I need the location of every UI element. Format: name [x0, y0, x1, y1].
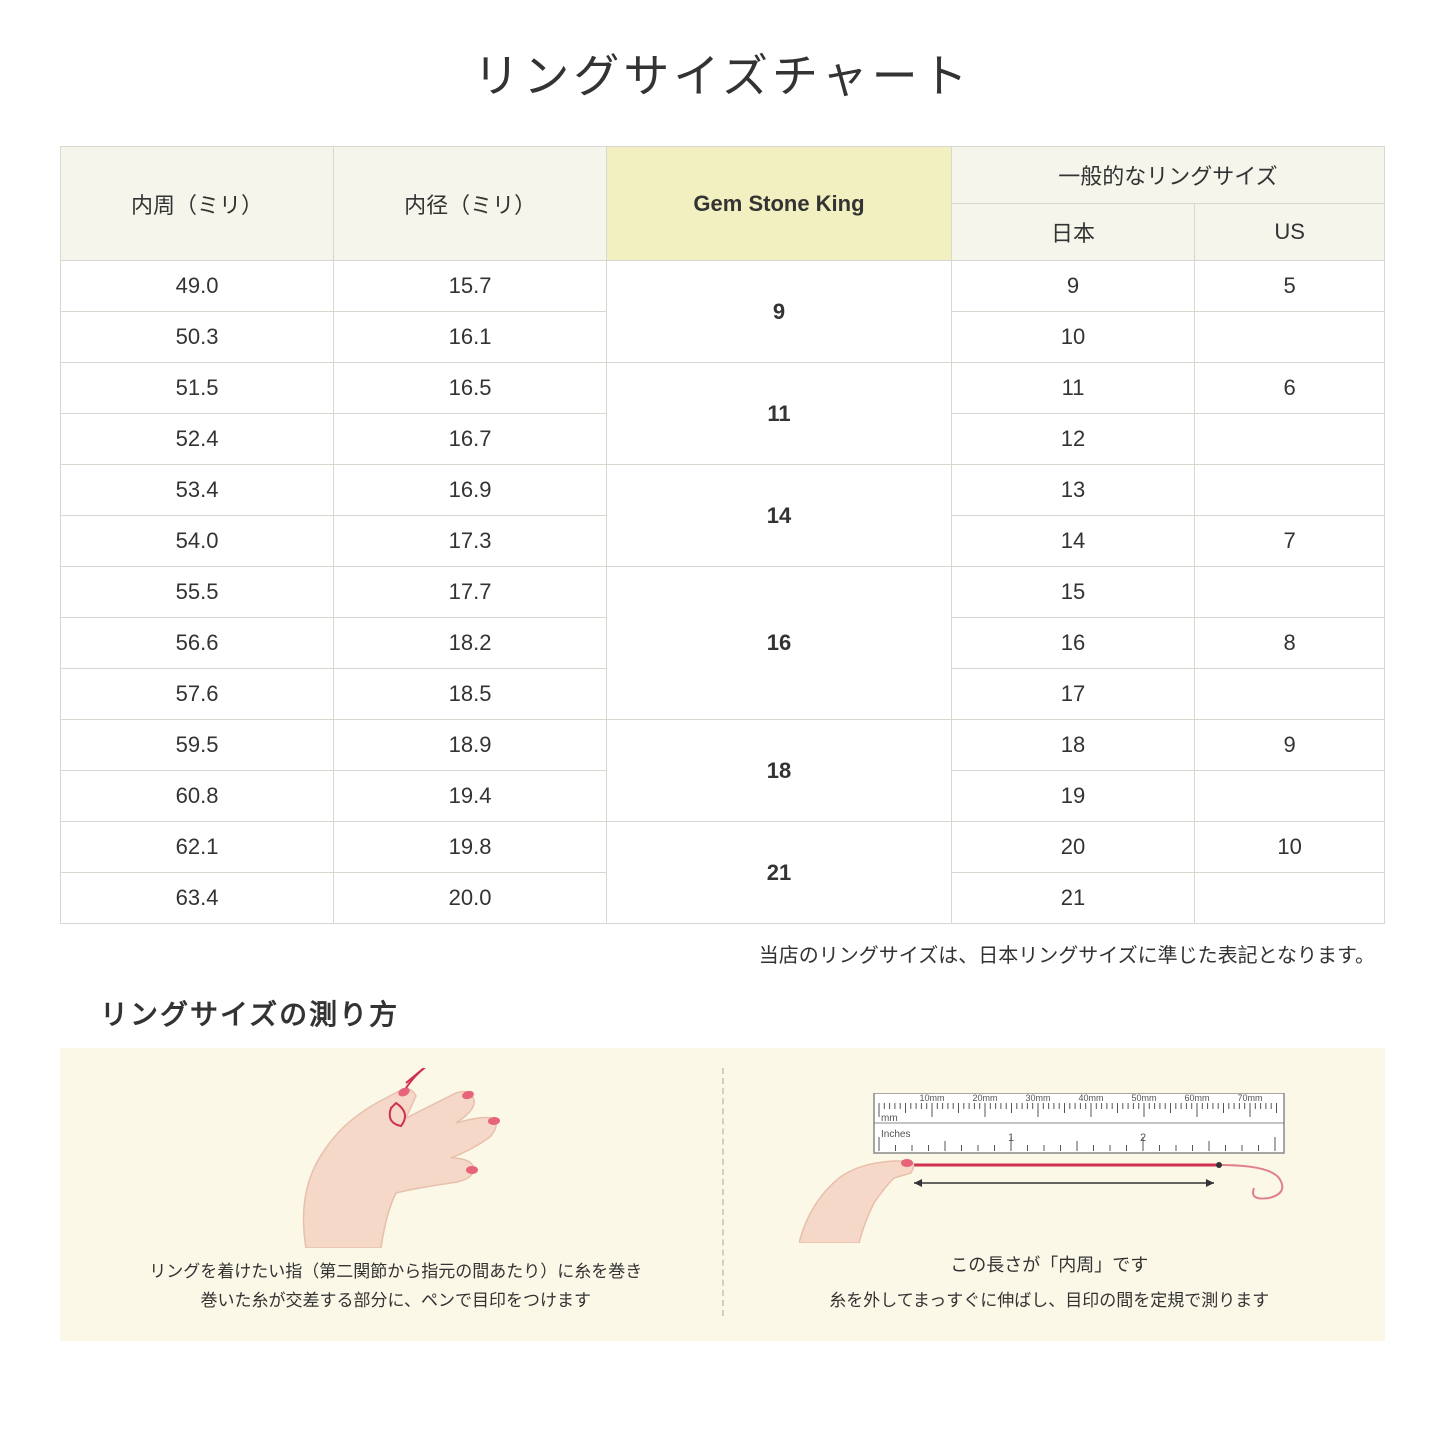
- cell-diameter: 15.7: [334, 261, 607, 312]
- cell-diameter: 19.8: [334, 822, 607, 873]
- cell-diameter: 17.3: [334, 516, 607, 567]
- cell-gsk: 16: [607, 567, 952, 720]
- header-japan: 日本: [951, 204, 1194, 261]
- table-row: 49.015.7995: [61, 261, 1385, 312]
- cell-diameter: 17.7: [334, 567, 607, 618]
- cell-gsk: 14: [607, 465, 952, 567]
- cell-japan: 13: [951, 465, 1194, 516]
- table-row: 55.517.71615: [61, 567, 1385, 618]
- howto-divider: [722, 1068, 724, 1316]
- svg-text:30mm: 30mm: [1026, 1093, 1051, 1103]
- cell-circumference: 55.5: [61, 567, 334, 618]
- header-us: US: [1195, 204, 1385, 261]
- cell-circumference: 54.0: [61, 516, 334, 567]
- cell-us: [1195, 873, 1385, 924]
- howto-caption-1: リングを着けたい指（第二関節から指元の間あたり）に糸を巻き 巻いた糸が交差する部…: [149, 1258, 642, 1316]
- cell-japan: 12: [951, 414, 1194, 465]
- cell-circumference: 56.6: [61, 618, 334, 669]
- cell-japan: 19: [951, 771, 1194, 822]
- cell-japan: 20: [951, 822, 1194, 873]
- howto-step-2: 10mm 20mm 30mm 40mm 50mm 60mm 70mm 1 2 mm Inches…: [744, 1068, 1356, 1316]
- svg-text:1: 1: [1008, 1132, 1014, 1144]
- cell-gsk: 18: [607, 720, 952, 822]
- cell-us: [1195, 567, 1385, 618]
- cell-us: [1195, 312, 1385, 363]
- cell-circumference: 62.1: [61, 822, 334, 873]
- howto-caption-2: 糸を外してまっすぐに伸ばし、目印の間を定規で測ります: [829, 1287, 1269, 1316]
- cell-japan: 18: [951, 720, 1194, 771]
- cell-diameter: 16.7: [334, 414, 607, 465]
- cell-us: 5: [1195, 261, 1385, 312]
- ruler-illustration: 10mm 20mm 30mm 40mm 50mm 60mm 70mm 1 2 mm Inches: [799, 1093, 1299, 1243]
- cell-diameter: 18.5: [334, 669, 607, 720]
- cell-us: [1195, 414, 1385, 465]
- cell-us: [1195, 465, 1385, 516]
- cell-circumference: 53.4: [61, 465, 334, 516]
- cell-gsk: 21: [607, 822, 952, 924]
- cell-diameter: 18.2: [334, 618, 607, 669]
- svg-text:50mm: 50mm: [1132, 1093, 1157, 1103]
- howto-panel: リングを着けたい指（第二関節から指元の間あたり）に糸を巻き 巻いた糸が交差する部…: [60, 1048, 1385, 1341]
- cell-japan: 17: [951, 669, 1194, 720]
- cell-japan: 15: [951, 567, 1194, 618]
- cell-japan: 10: [951, 312, 1194, 363]
- cell-diameter: 16.5: [334, 363, 607, 414]
- svg-text:2: 2: [1140, 1132, 1146, 1144]
- svg-text:20mm: 20mm: [973, 1093, 998, 1103]
- cell-circumference: 52.4: [61, 414, 334, 465]
- header-circumference: 内周（ミリ）: [61, 147, 334, 261]
- cell-circumference: 59.5: [61, 720, 334, 771]
- cell-circumference: 49.0: [61, 261, 334, 312]
- cell-us: 9: [1195, 720, 1385, 771]
- table-row: 53.416.91413: [61, 465, 1385, 516]
- cell-circumference: 63.4: [61, 873, 334, 924]
- footnote: 当店のリングサイズは、日本リングサイズに準じた表記となります。: [60, 939, 1385, 968]
- table-row: 59.518.918189: [61, 720, 1385, 771]
- cell-gsk: 11: [607, 363, 952, 465]
- cell-gsk: 9: [607, 261, 952, 363]
- cell-diameter: 16.9: [334, 465, 607, 516]
- size-chart-table: 内周（ミリ） 内径（ミリ） Gem Stone King 一般的なリングサイズ …: [60, 146, 1385, 924]
- cell-us: 6: [1195, 363, 1385, 414]
- cell-diameter: 16.1: [334, 312, 607, 363]
- cell-diameter: 18.9: [334, 720, 607, 771]
- svg-text:mm: mm: [881, 1113, 898, 1124]
- cell-diameter: 19.4: [334, 771, 607, 822]
- cell-us: 7: [1195, 516, 1385, 567]
- hand-wrap-illustration: [256, 1068, 536, 1248]
- table-row: 62.119.8212010: [61, 822, 1385, 873]
- cell-diameter: 20.0: [334, 873, 607, 924]
- cell-us: 10: [1195, 822, 1385, 873]
- cell-japan: 14: [951, 516, 1194, 567]
- cell-circumference: 50.3: [61, 312, 334, 363]
- cell-japan: 21: [951, 873, 1194, 924]
- page-title: リングサイズチャート: [60, 40, 1385, 106]
- cell-circumference: 60.8: [61, 771, 334, 822]
- howto-step-1: リングを着けたい指（第二関節から指元の間あたり）に糸を巻き 巻いた糸が交差する部…: [90, 1068, 702, 1316]
- cell-us: [1195, 669, 1385, 720]
- inner-circumference-label: この長さが「内周」です: [950, 1251, 1148, 1277]
- cell-japan: 16: [951, 618, 1194, 669]
- header-gsk: Gem Stone King: [607, 147, 952, 261]
- howto-title: リングサイズの測り方: [60, 993, 1385, 1033]
- header-diameter: 内径（ミリ）: [334, 147, 607, 261]
- table-row: 51.516.511116: [61, 363, 1385, 414]
- header-general: 一般的なリングサイズ: [951, 147, 1384, 204]
- cell-japan: 9: [951, 261, 1194, 312]
- cell-us: [1195, 771, 1385, 822]
- cell-us: 8: [1195, 618, 1385, 669]
- svg-text:10mm: 10mm: [920, 1093, 945, 1103]
- svg-text:Inches: Inches: [881, 1129, 910, 1140]
- cell-japan: 11: [951, 363, 1194, 414]
- svg-text:70mm: 70mm: [1238, 1093, 1263, 1103]
- cell-circumference: 51.5: [61, 363, 334, 414]
- cell-circumference: 57.6: [61, 669, 334, 720]
- svg-text:40mm: 40mm: [1079, 1093, 1104, 1103]
- svg-text:60mm: 60mm: [1185, 1093, 1210, 1103]
